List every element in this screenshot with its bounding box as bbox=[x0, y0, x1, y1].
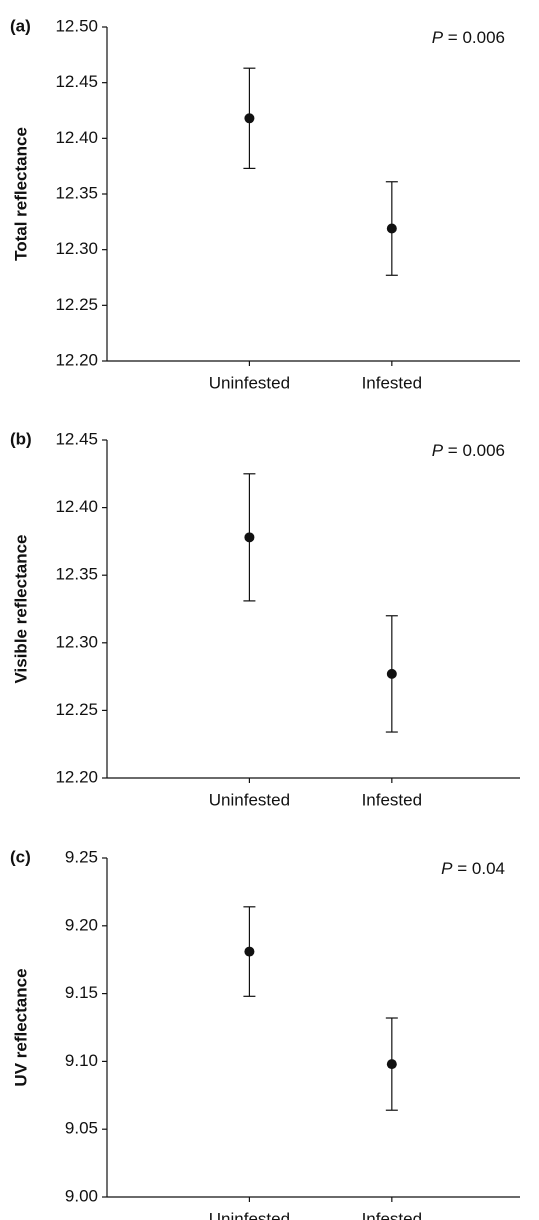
y-tick-label: 12.35 bbox=[55, 183, 98, 202]
x-tick-label: Infested bbox=[362, 373, 423, 392]
y-tick-label: 12.45 bbox=[55, 72, 98, 91]
annotation-variable: P bbox=[441, 859, 453, 878]
annotation: P = 0.006 bbox=[432, 28, 505, 47]
panel-label: (b) bbox=[10, 429, 32, 448]
y-tick-label: 9.00 bbox=[65, 1186, 98, 1205]
panel-label: (a) bbox=[10, 16, 31, 35]
annotation: P = 0.04 bbox=[441, 859, 505, 878]
point bbox=[386, 223, 397, 234]
point bbox=[386, 668, 397, 679]
y-tick-label: 12.25 bbox=[55, 700, 98, 719]
panel-label: (c) bbox=[10, 847, 31, 866]
y-axis-label: UV reflectance bbox=[11, 968, 30, 1086]
annotation-text: = 0.04 bbox=[457, 859, 505, 878]
y-tick-label: 12.20 bbox=[55, 350, 98, 369]
x-tick-label: Infested bbox=[362, 1209, 423, 1220]
point bbox=[386, 1059, 397, 1070]
x-tick-label: Uninfested bbox=[209, 1209, 290, 1220]
y-tick-label: 12.40 bbox=[55, 497, 98, 516]
y-tick-label: 9.05 bbox=[65, 1119, 98, 1138]
annotation: P = 0.006 bbox=[432, 441, 505, 460]
y-tick-label: 12.50 bbox=[55, 16, 98, 35]
y-tick-label: 12.45 bbox=[55, 429, 98, 448]
y-tick-label: 12.40 bbox=[55, 128, 98, 147]
y-tick-label: 12.35 bbox=[55, 565, 98, 584]
point bbox=[244, 532, 255, 543]
y-tick-label: 9.25 bbox=[65, 847, 98, 866]
x-tick-label: Uninfested bbox=[209, 373, 290, 392]
y-tick-label: 9.15 bbox=[65, 983, 98, 1002]
annotation-text: = 0.006 bbox=[448, 28, 505, 47]
x-tick-label: Infested bbox=[362, 790, 423, 809]
y-tick-label: 12.25 bbox=[55, 295, 98, 314]
y-tick-label: 12.30 bbox=[55, 239, 98, 258]
annotation-variable: P bbox=[432, 441, 444, 460]
y-tick-label: 9.10 bbox=[65, 1051, 98, 1070]
point bbox=[244, 946, 255, 957]
y-tick-label: 12.20 bbox=[55, 767, 98, 786]
y-axis-label: Total reflectance bbox=[11, 127, 30, 261]
x-tick-label: Uninfested bbox=[209, 790, 290, 809]
y-tick-label: 9.20 bbox=[65, 915, 98, 934]
y-tick-label: 12.30 bbox=[55, 632, 98, 651]
point bbox=[244, 113, 255, 124]
annotation-variable: P bbox=[432, 28, 444, 47]
annotation-text: = 0.006 bbox=[448, 441, 505, 460]
y-axis-label: Visible reflectance bbox=[11, 535, 30, 684]
